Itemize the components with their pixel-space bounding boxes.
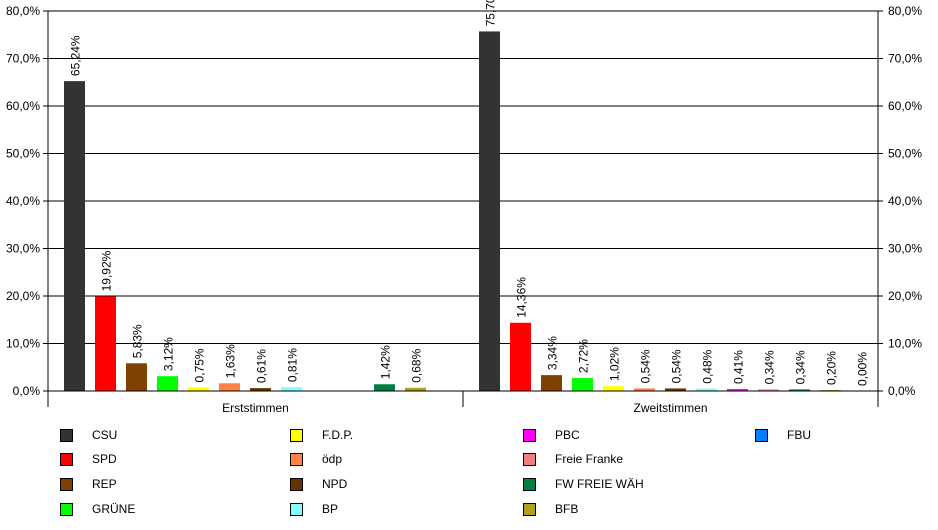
bar	[758, 389, 779, 391]
bar-data-label: 0,54%	[639, 349, 653, 383]
y-tick-label-left: 0,0%	[13, 384, 41, 398]
y-tick-label-left: 20,0%	[6, 289, 40, 303]
gridlines	[48, 10, 878, 344]
x-category-label: Erststimmen	[222, 401, 289, 415]
bar	[374, 384, 395, 391]
bars	[64, 31, 841, 392]
bar	[219, 383, 240, 391]
bar	[188, 387, 209, 391]
bar	[789, 389, 810, 391]
bar	[126, 363, 147, 391]
y-tick-label-right: 10,0%	[888, 337, 922, 351]
bar-data-label: 0,48%	[701, 349, 715, 383]
x-axis-categories: Erststimmen Zweitstimmen	[222, 401, 707, 415]
y-tick-label-right: 70,0%	[888, 52, 922, 66]
bar-data-label: 0,61%	[255, 349, 269, 383]
bar-data-label: 3,12%	[162, 337, 176, 371]
bar-data-label: 0,00%	[856, 352, 870, 386]
bar-data-label: 0,75%	[193, 348, 207, 382]
bar-data-label: 19,92%	[100, 250, 114, 291]
bar-data-label: 3,34%	[546, 336, 560, 370]
bar	[281, 387, 302, 391]
bar-data-label: 0,54%	[670, 349, 684, 383]
y-tick-label-right: 80,0%	[888, 4, 922, 18]
bar-data-labels: 65,24% 19,92% 5,83% 3,12% 0,75% 1,63% 0,61% 0,8…	[69, 0, 870, 386]
bar-data-label: 75,70%	[484, 0, 498, 26]
x-category-label: Zweitstimmen	[633, 401, 707, 415]
bar	[479, 31, 500, 392]
bar-data-label: 0,68%	[410, 348, 424, 382]
bar-data-label: 1,63%	[224, 344, 238, 378]
bar	[665, 388, 686, 391]
bar	[510, 322, 531, 391]
y-tick-label-left: 60,0%	[6, 99, 40, 113]
bar	[634, 388, 655, 391]
bar	[572, 378, 593, 391]
bar-data-label: 14,36%	[515, 277, 529, 318]
bar-data-label: 0,81%	[286, 348, 300, 382]
y-tick-label-left: 70,0%	[6, 52, 40, 66]
y-axis-right-ticks: 0,0% 10,0% 20,0% 30,0% 40,0% 50,0% 60,0% 70,0% 8…	[888, 4, 922, 398]
bar-data-label: 0,20%	[825, 351, 839, 385]
bar	[405, 387, 426, 391]
axes	[43, 10, 883, 407]
bar	[95, 296, 116, 391]
y-tick-label-right: 60,0%	[888, 99, 922, 113]
bar-data-label: 65,24%	[69, 35, 83, 76]
bar-data-label: 1,02%	[608, 347, 622, 381]
y-tick-label-right: 0,0%	[888, 384, 916, 398]
bar	[250, 388, 271, 391]
bar-data-label: 0,41%	[732, 350, 746, 384]
bar	[541, 375, 562, 391]
bar-data-label: 5,83%	[131, 324, 145, 358]
y-tick-label-left: 10,0%	[6, 337, 40, 351]
y-tick-label-right: 30,0%	[888, 242, 922, 256]
y-tick-label-right: 50,0%	[888, 147, 922, 161]
bar	[727, 389, 748, 391]
y-tick-label-left: 50,0%	[6, 147, 40, 161]
y-tick-label-left: 40,0%	[6, 194, 40, 208]
bar	[696, 388, 717, 391]
y-axis-left-ticks: 0,0% 10,0% 20,0% 30,0% 40,0% 50,0% 60,0% 70,0% 8…	[6, 4, 40, 398]
y-tick-label-left: 30,0%	[6, 242, 40, 256]
bar	[64, 81, 85, 392]
bar-data-label: 1,42%	[379, 345, 393, 379]
bar	[157, 376, 178, 391]
bar-data-label: 0,34%	[763, 350, 777, 384]
bar-data-label: 0,34%	[794, 350, 808, 384]
y-tick-label-right: 20,0%	[888, 289, 922, 303]
bar	[603, 386, 624, 391]
y-tick-label-left: 80,0%	[6, 4, 40, 18]
y-tick-label-right: 40,0%	[888, 194, 922, 208]
bar-data-label: 2,72%	[577, 339, 591, 373]
